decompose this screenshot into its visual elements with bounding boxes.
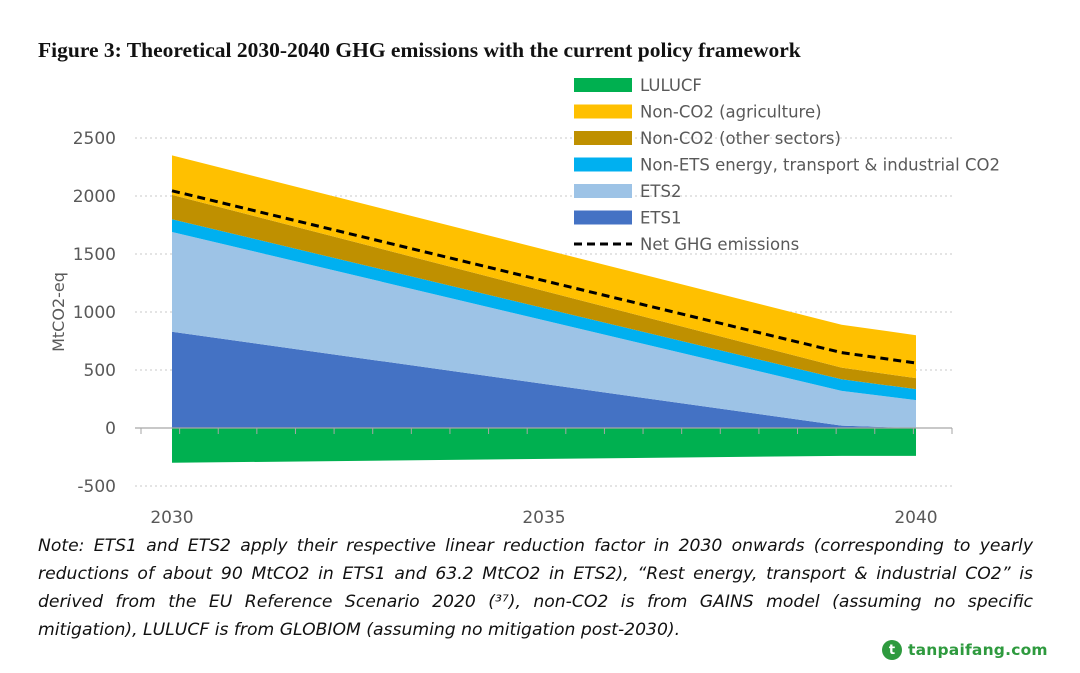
y-tick-label-500: 500 (84, 361, 116, 381)
legend-swatch-2 (574, 131, 632, 145)
y-tick-label-1500: 1500 (73, 245, 116, 265)
legend-swatch-1 (574, 104, 632, 119)
figure-title: Figure 3: Theoretical 2030-2040 GHG emis… (38, 38, 801, 62)
figure-note: Note: ETS1 and ETS2 apply their respecti… (38, 532, 1033, 644)
y-tick-label-1000: 1000 (73, 303, 116, 323)
legend-label-6: Net GHG emissions (640, 235, 799, 254)
watermark-text[interactable]: tanpaifang.com (908, 641, 1048, 659)
legend-swatch-3 (574, 157, 632, 172)
note-text: Note: ETS1 and ETS2 apply their respecti… (38, 536, 1033, 640)
area-chart: 2500 2000 1500 1000 500 0 -500 MtCO2-eq 2030 2035… (49, 76, 1000, 528)
area-lulucf (172, 428, 916, 463)
legend-label-2: Non-CO2 (other sectors) (640, 129, 841, 148)
watermark[interactable]: t tanpaifang.com (882, 640, 1048, 660)
y-tick-label-0: 0 (105, 419, 116, 439)
area-non-ets-energy-transport-industrial-co2 (172, 219, 916, 401)
area-ets2 (172, 231, 916, 428)
legend-label-1: Non-CO2 (agriculture) (640, 103, 822, 122)
legend-label-3: Non-ETS energy, transport & industrial C… (640, 156, 1000, 175)
legend-swatch-5 (574, 210, 632, 225)
area-non-co2-other-sectors- (172, 194, 916, 390)
legend-swatch-0 (574, 78, 632, 92)
area-ets1 (172, 331, 916, 428)
x-tick-label-2030: 2030 (150, 508, 193, 528)
area-non-co2-agriculture- (172, 155, 916, 379)
legend-label-5: ETS1 (640, 209, 681, 228)
legend-label-4: ETS2 (640, 182, 681, 201)
x-tick-label-2035: 2035 (522, 508, 565, 528)
watermark-logo-icon: t (882, 640, 902, 660)
y-tick-label-2000: 2000 (73, 187, 116, 207)
y-tick-label--500: -500 (77, 477, 116, 497)
y-tick-label-2500: 2500 (73, 129, 116, 149)
legend-swatch-4 (574, 184, 632, 198)
x-tick-label-2040: 2040 (894, 508, 937, 528)
legend-label-0: LULUCF (640, 76, 702, 95)
y-axis-label: MtCO2-eq (49, 272, 68, 352)
